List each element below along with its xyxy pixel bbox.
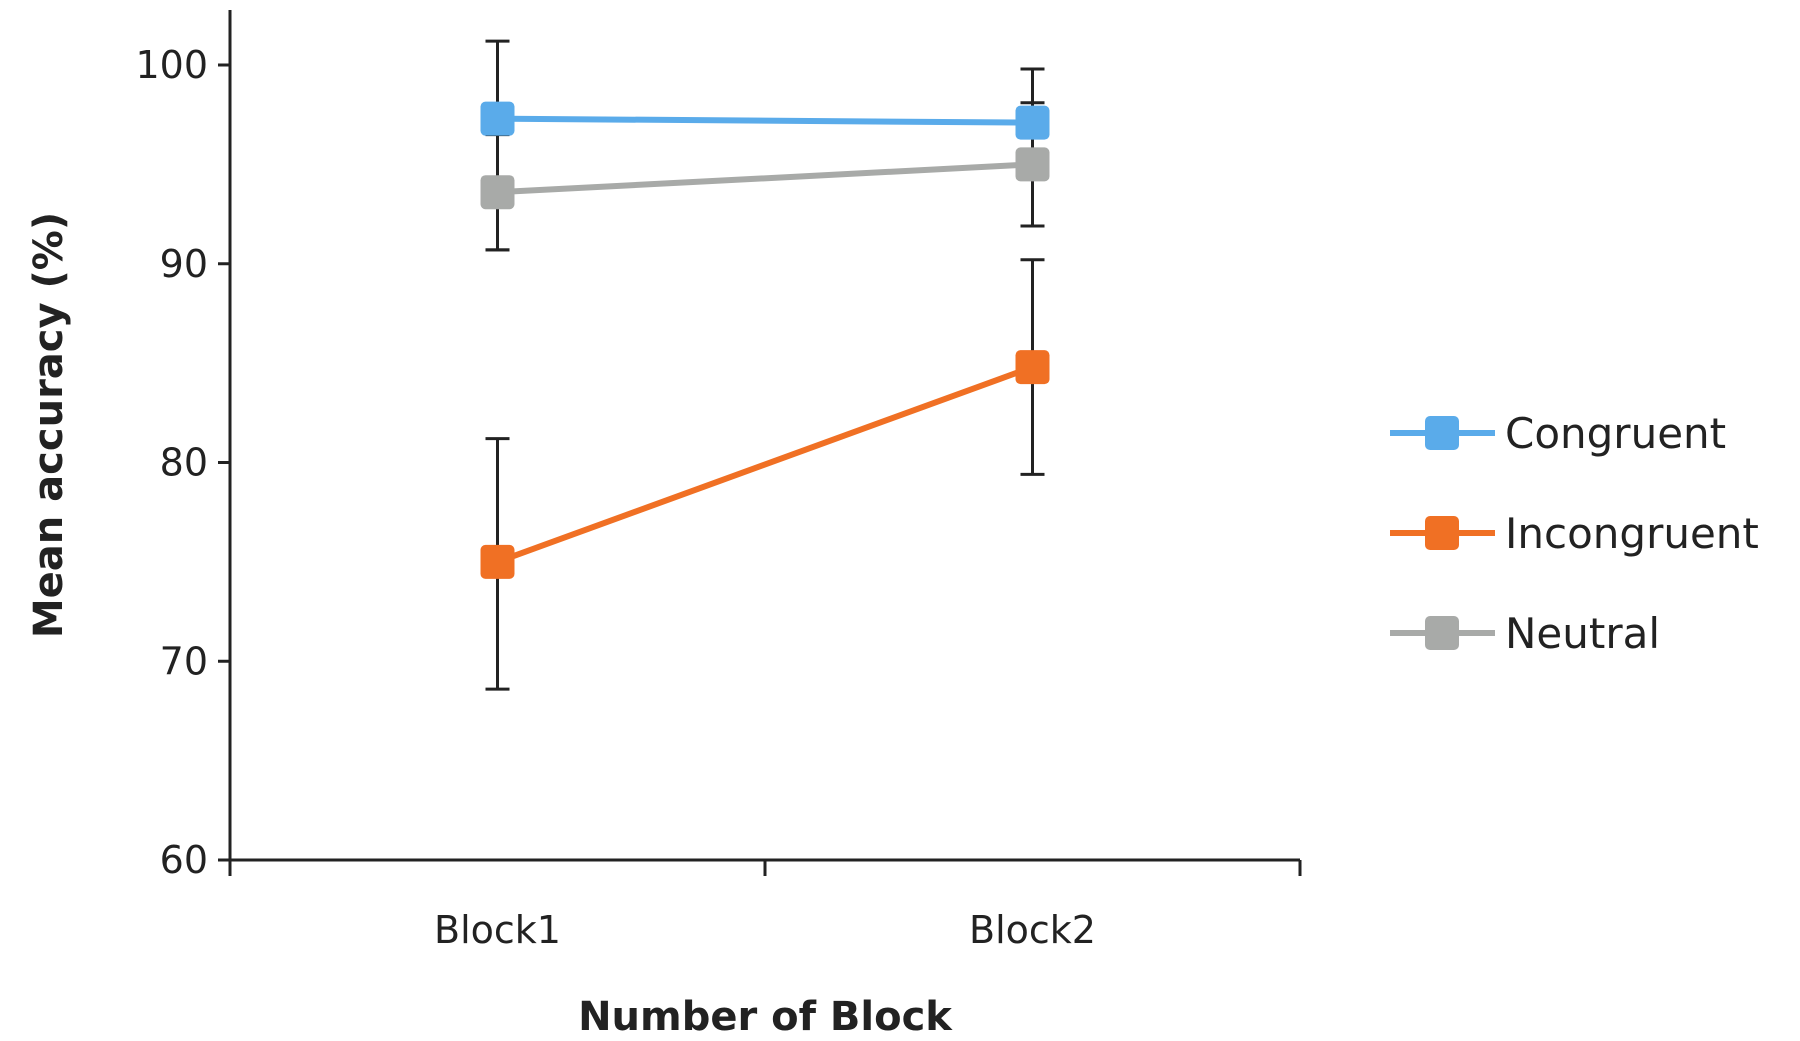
x-axis: Block1 Block2 (228, 858, 1302, 952)
data-point-incongruent (480, 544, 515, 579)
x-tick-label: Block2 (969, 908, 1096, 952)
series-line-incongruent (496, 364, 1034, 565)
series-line-neutral (497, 161, 1033, 196)
y-tick-label: 90 (160, 242, 208, 286)
y-tick-label: 70 (160, 639, 208, 683)
data-point-congruent (480, 101, 515, 136)
data-point-congruent (1015, 105, 1050, 140)
y-tick-label: 80 (160, 441, 208, 485)
legend-label-neutral: Neutral (1505, 609, 1660, 658)
y-axis-title: Mean accuracy (%) (26, 212, 72, 638)
series-line-congruent (497, 115, 1033, 126)
data-point-neutral (480, 175, 515, 210)
x-axis-title: Number of Block (578, 994, 953, 1040)
legend-marker-incongruent (1425, 516, 1459, 550)
legend-label-incongruent: Incongruent (1505, 509, 1759, 558)
legend-marker-congruent (1425, 416, 1459, 450)
legend-marker-neutral (1425, 616, 1459, 650)
series-layer (480, 39, 1050, 691)
data-point-neutral (1015, 147, 1050, 182)
x-tick-label: Block1 (434, 908, 561, 952)
y-tick-label: 100 (135, 43, 208, 87)
legend-label-congruent: Congruent (1505, 409, 1726, 458)
y-axis: 60 70 80 90 100 (135, 10, 232, 882)
y-tick-label: 60 (160, 838, 208, 882)
data-point-incongruent (1015, 350, 1050, 385)
legend: Congruent Incongruent Neutral (1390, 409, 1759, 658)
